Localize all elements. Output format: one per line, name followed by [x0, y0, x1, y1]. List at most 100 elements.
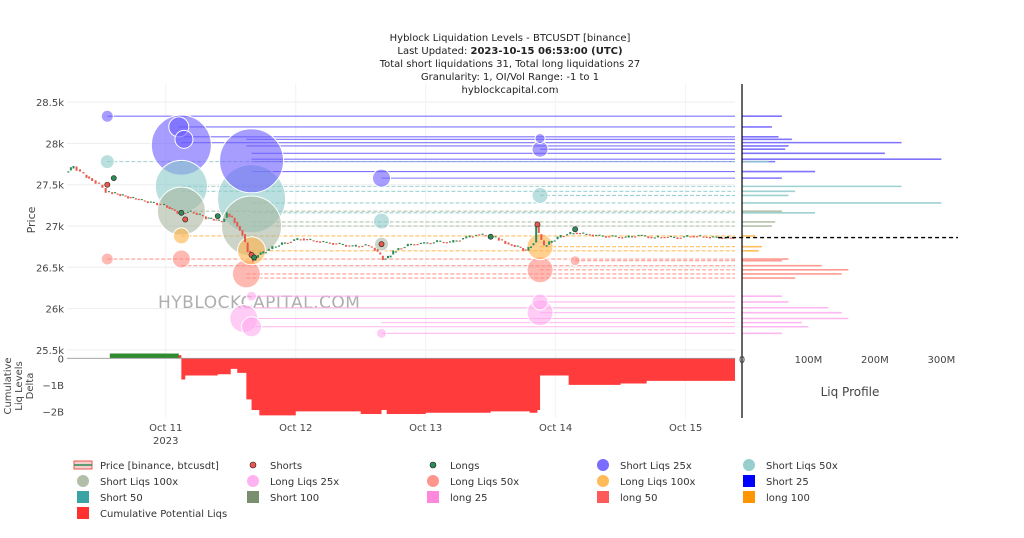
price-candle — [471, 236, 474, 238]
time-tick-label: Oct 11 — [149, 423, 182, 434]
legend-item[interactable]: Short 50 — [77, 491, 143, 504]
legend-label: Long Liqs 25x — [270, 477, 339, 488]
short-marker — [104, 181, 111, 188]
liq-bubble — [534, 132, 546, 144]
liq-bubble — [372, 168, 392, 188]
price-candle — [465, 236, 468, 239]
liq-bubble — [531, 293, 549, 311]
short-marker — [378, 241, 385, 248]
price-candle — [124, 195, 127, 197]
price-candle — [351, 245, 354, 247]
price-candle — [192, 211, 195, 214]
legend-swatch-square — [247, 491, 259, 503]
short-marker — [182, 216, 189, 223]
price-candle — [598, 234, 601, 236]
legend-label: Long Liqs 50x — [450, 477, 519, 488]
price-candle — [389, 255, 392, 258]
legend-swatch-circle — [427, 475, 439, 487]
legend-label: Short Liqs 25x — [620, 461, 692, 472]
price-candle — [78, 169, 81, 172]
liq-bubble — [171, 249, 191, 269]
legend-label: Long Liqs 100x — [620, 477, 696, 488]
price-candle — [259, 252, 262, 255]
price-candle — [143, 200, 146, 202]
legend-item[interactable]: Long Liqs 100x — [597, 475, 696, 488]
price-candle — [513, 245, 516, 247]
legend-label: Short 100 — [270, 493, 319, 504]
price-candle — [535, 224, 538, 243]
price-tick-label: 26k — [45, 305, 64, 316]
legend-swatch-circle — [597, 475, 609, 487]
legend-item[interactable]: Short Liqs 100x — [77, 475, 178, 488]
price-candle — [159, 203, 162, 205]
legend-item[interactable]: long 100 — [743, 491, 810, 504]
legend-item[interactable]: Short Liqs 50x — [743, 459, 838, 472]
legend-item[interactable]: Cumulative Potential Liqs — [77, 507, 227, 520]
price-candle — [413, 244, 416, 246]
legend-item[interactable]: Longs — [429, 461, 479, 472]
price-candle — [280, 242, 283, 245]
legend-item[interactable]: Short Liqs 25x — [597, 459, 692, 472]
price-candle — [640, 234, 643, 236]
price-candle — [345, 244, 348, 247]
liq-bubble — [241, 316, 263, 338]
price-candle — [127, 196, 130, 199]
legend-swatch-square — [77, 491, 89, 503]
price-candle — [171, 208, 174, 210]
price-candle — [354, 244, 357, 247]
liq-bubble — [376, 327, 388, 339]
price-candle — [650, 236, 653, 239]
price-candle — [201, 215, 204, 217]
price-candle — [271, 246, 274, 250]
liq-bubble — [174, 129, 194, 149]
price-candle — [156, 202, 159, 206]
price-candle — [595, 234, 598, 237]
price-candle — [468, 235, 471, 238]
price-candle — [540, 234, 543, 240]
price-candle — [669, 235, 672, 238]
legend-swatch-dot — [429, 461, 437, 469]
cumulative-tick-label: −2B — [42, 407, 64, 418]
price-tick-label: 27.5k — [36, 181, 64, 192]
legend-item[interactable]: Price [binance, btcusdt] — [73, 460, 219, 472]
legend-item[interactable]: Long Liqs 50x — [427, 475, 519, 488]
liq-bubble — [569, 255, 581, 267]
price-candle — [121, 194, 124, 196]
liq-bubble — [373, 212, 391, 230]
price-candle — [132, 196, 135, 199]
legend-item[interactable]: Long Liqs 25x — [247, 475, 339, 488]
price-candle — [238, 226, 241, 231]
price-candle — [267, 248, 270, 251]
price-candle — [381, 255, 384, 261]
price-candle — [107, 191, 110, 193]
price-candle — [236, 221, 239, 227]
legend-item[interactable]: Short 25 — [743, 475, 809, 488]
short-marker — [534, 221, 541, 228]
price-candle — [306, 239, 309, 241]
price-candle — [134, 198, 137, 200]
price-candle — [548, 241, 551, 245]
legend-item[interactable]: Shorts — [249, 461, 302, 472]
year-label: 2023 — [153, 436, 178, 447]
legend-item[interactable]: Short 100 — [247, 491, 319, 504]
liq-bubble — [100, 252, 114, 266]
price-candle — [176, 210, 179, 214]
price-candle — [712, 236, 715, 238]
price-candle — [283, 242, 286, 244]
liquidation-level-lines — [107, 115, 735, 334]
legend-item[interactable]: long 50 — [597, 491, 658, 504]
price-candle — [676, 237, 679, 240]
price-candle — [244, 234, 247, 243]
price-candle — [204, 216, 207, 220]
profile-tick-label: 0 — [739, 355, 745, 366]
price-candle — [644, 235, 647, 237]
price-candle — [732, 237, 735, 239]
price-candle — [392, 250, 395, 255]
price-candle — [85, 174, 88, 178]
price-candle — [475, 234, 478, 237]
price-candle — [140, 198, 143, 201]
price-candle — [537, 226, 540, 233]
legend-item[interactable]: long 25 — [427, 491, 488, 504]
price-candle — [246, 242, 249, 253]
